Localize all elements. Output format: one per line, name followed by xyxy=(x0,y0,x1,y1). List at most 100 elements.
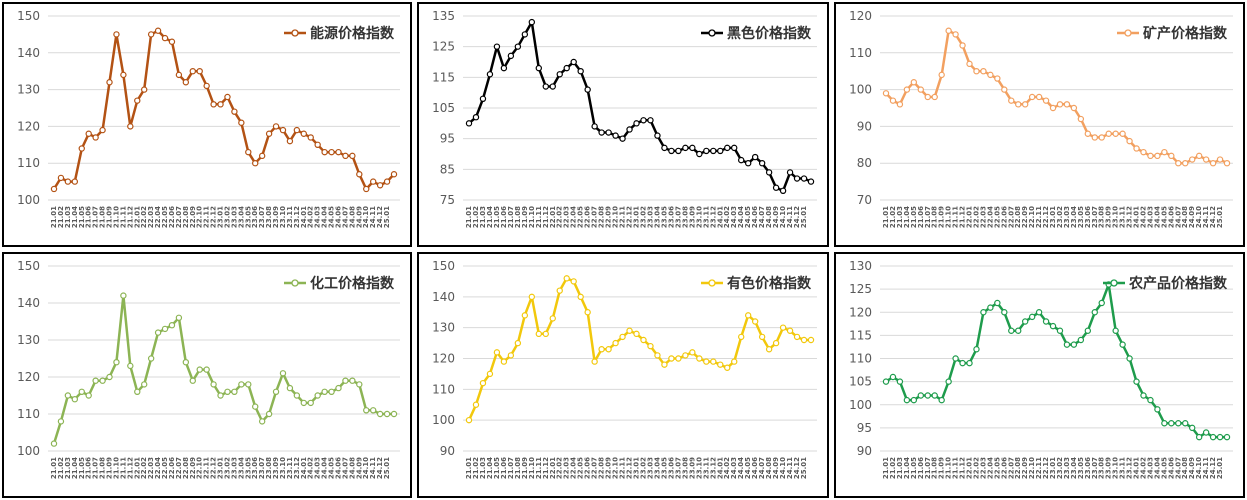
x-tick-label: 23.02 xyxy=(639,206,647,228)
data-point xyxy=(1182,420,1189,427)
x-tick-label: 23.07 xyxy=(258,457,266,479)
x-tick-label: 21.10 xyxy=(112,457,120,479)
x-tick-label: 25.01 xyxy=(800,206,808,228)
data-point xyxy=(612,339,619,347)
x-tick-label: 24.04 xyxy=(737,206,745,228)
x-tick-label: 21.07 xyxy=(507,206,515,228)
x-tick-label: 21.08 xyxy=(931,457,939,479)
y-tick-label: 120 xyxy=(849,9,872,23)
x-tick-label: 24.05 xyxy=(1160,457,1168,479)
data-point xyxy=(633,120,640,127)
data-point xyxy=(710,147,717,155)
data-point xyxy=(1063,101,1071,108)
data-point xyxy=(390,171,398,178)
x-tick-label: 25.01 xyxy=(383,206,391,228)
data-point xyxy=(724,144,731,152)
data-point xyxy=(980,67,987,75)
x-tick-label: 21.02 xyxy=(889,457,897,479)
x-tick-label: 23.01 xyxy=(1049,206,1057,228)
data-point xyxy=(1216,433,1224,441)
x-tick-label: 24.04 xyxy=(737,457,745,479)
y-tick-label: 100 xyxy=(17,193,40,207)
x-tick-label: 22.09 xyxy=(1021,457,1029,479)
x-tick-label: 23.08 xyxy=(265,457,273,479)
x-tick-label: 21.02 xyxy=(472,206,480,228)
data-point xyxy=(910,396,918,404)
data-point xyxy=(238,381,245,388)
data-point xyxy=(1195,433,1203,441)
x-tick-label: 23.01 xyxy=(217,206,225,228)
data-point xyxy=(1119,341,1126,348)
x-tick-label: 21.05 xyxy=(910,457,918,479)
data-point xyxy=(612,132,619,139)
chart-panel-agricultural: 90 95 100 105 110 115 120 125 130 21.01 21.02 21.03… xyxy=(834,252,1245,498)
data-point xyxy=(591,358,598,365)
data-point xyxy=(238,119,245,126)
data-point xyxy=(472,113,480,121)
data-point xyxy=(556,71,563,78)
data-point xyxy=(779,187,787,194)
data-point xyxy=(78,145,85,152)
x-tick-label: 22.08 xyxy=(598,206,606,228)
chart-panel-chemical: 100 110 120 130 140 150 21.01 21.02 21.03 21.04 21… xyxy=(2,252,412,498)
x-tick-label: 23.01 xyxy=(217,457,225,479)
x-tick-label: 21.12 xyxy=(959,206,967,228)
x-tick-label: 23.12 xyxy=(293,457,301,479)
data-point xyxy=(1049,104,1057,112)
x-tick-label: 22.11 xyxy=(1035,457,1043,479)
x-tick-label: 21.02 xyxy=(57,457,65,479)
data-point xyxy=(1182,159,1189,167)
x-tick-label: 21.09 xyxy=(106,206,114,228)
x-tick-label: 24.06 xyxy=(334,206,342,228)
x-tick-label: 21.12 xyxy=(126,457,134,479)
data-point xyxy=(500,64,508,72)
x-tick-label: 21.08 xyxy=(931,206,939,228)
legend-marker xyxy=(708,279,716,287)
y-tick-label: 100 xyxy=(432,413,455,427)
data-point xyxy=(744,312,752,319)
legend-label: 农产品价格指数 xyxy=(1128,275,1228,292)
data-point xyxy=(994,299,1001,307)
data-point xyxy=(717,147,724,155)
x-tick-label: 24.08 xyxy=(765,457,773,479)
data-point xyxy=(675,355,682,362)
data-point xyxy=(924,93,931,101)
x-tick-label: 22.01 xyxy=(549,457,557,479)
x-tick-label: 21.11 xyxy=(952,206,960,228)
x-tick-label: 22.05 xyxy=(993,457,1001,479)
data-point xyxy=(64,392,72,399)
data-point xyxy=(577,67,584,75)
data-point xyxy=(786,327,794,334)
data-point xyxy=(542,83,549,90)
data-point xyxy=(383,178,391,185)
y-tick-label: 130 xyxy=(17,83,40,97)
x-tick-label: 24.05 xyxy=(328,457,336,479)
data-point xyxy=(507,352,515,359)
data-point xyxy=(682,144,689,152)
x-tick-label: 24.11 xyxy=(786,457,794,479)
data-point xyxy=(376,410,384,418)
x-tick-label: 22.06 xyxy=(1000,206,1008,228)
data-point xyxy=(765,169,773,176)
data-point xyxy=(668,355,675,362)
data-point xyxy=(507,52,515,60)
x-tick-label: 23.07 xyxy=(1091,206,1099,228)
x-tick-label: 21.04 xyxy=(903,206,911,228)
x-tick-label: 23.04 xyxy=(1070,457,1078,479)
data-point xyxy=(50,440,58,447)
data-point xyxy=(1133,378,1140,385)
data-point xyxy=(113,358,120,366)
x-tick-label: 23.12 xyxy=(1126,457,1134,479)
x-tick-label: 22.12 xyxy=(626,457,634,479)
x-tick-label: 23.10 xyxy=(695,457,703,479)
data-point xyxy=(1154,152,1161,160)
x-tick-label: 23.02 xyxy=(1056,206,1064,228)
x-tick-label: 21.09 xyxy=(938,457,946,479)
data-point xyxy=(521,312,529,319)
data-point xyxy=(626,126,633,133)
y-tick-label: 110 xyxy=(849,46,872,60)
y-tick-label: 100 xyxy=(849,398,872,412)
data-point xyxy=(349,377,356,384)
data-point xyxy=(598,346,605,353)
x-tick-label: 22.04 xyxy=(570,457,578,479)
